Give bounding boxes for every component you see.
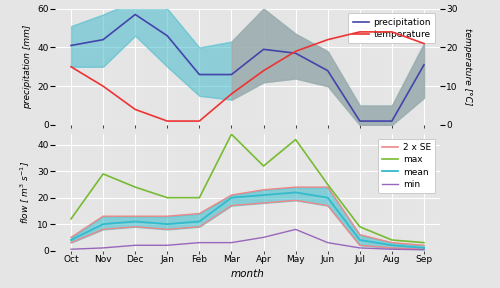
Legend: 2 x SE, max, mean, min: 2 x SE, max, mean, min [378,139,436,193]
Y-axis label: flow [ m$^3$ s$^{-1}$]: flow [ m$^3$ s$^{-1}$] [18,161,32,224]
Y-axis label: temperature [°C]: temperature [°C] [462,28,471,105]
Legend: precipitation, temperature: precipitation, temperature [348,13,436,43]
X-axis label: month: month [230,269,264,279]
Y-axis label: precipitation [mm]: precipitation [mm] [22,24,32,109]
